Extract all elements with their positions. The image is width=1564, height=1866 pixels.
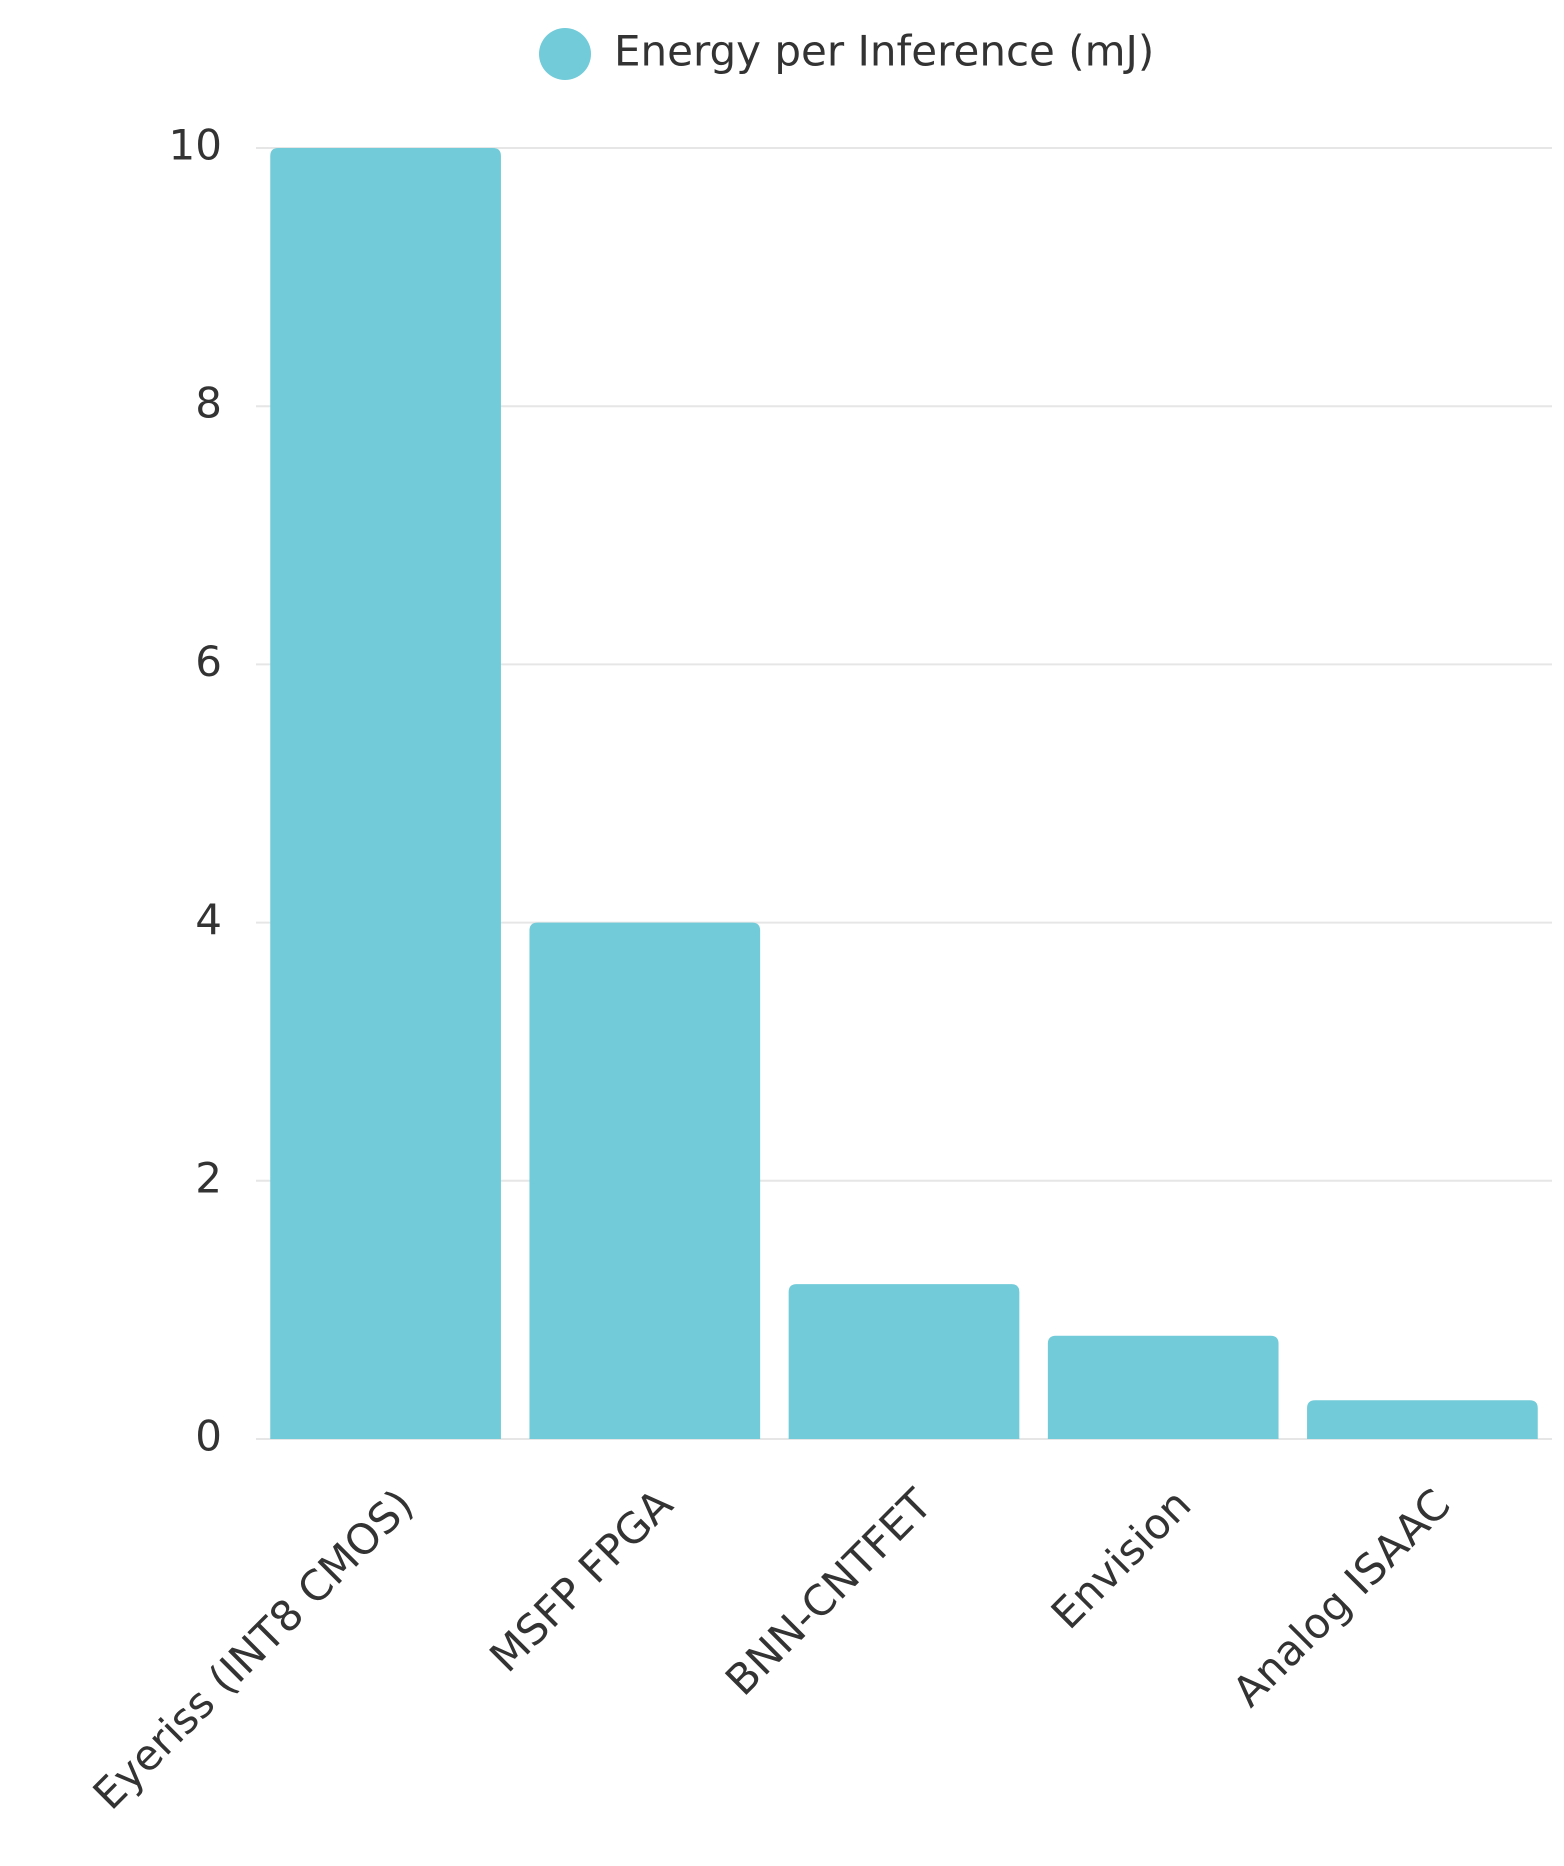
bar bbox=[788, 1284, 1020, 1439]
y-tick-label: 6 bbox=[195, 637, 222, 686]
x-tick-label: BNN-CNTFET bbox=[716, 1479, 941, 1704]
bar bbox=[270, 148, 501, 1439]
y-tick-label: 0 bbox=[195, 1412, 222, 1461]
x-tick-label: Eyeriss (INT8 CMOS) bbox=[83, 1480, 422, 1819]
y-tick-label: 8 bbox=[195, 379, 222, 428]
x-tick-label: MSFP FPGA bbox=[480, 1479, 682, 1681]
y-tick-label: 4 bbox=[195, 895, 222, 944]
legend-marker bbox=[539, 28, 591, 80]
y-tick-label: 2 bbox=[195, 1153, 222, 1202]
legend-label: Energy per Inference (mJ) bbox=[614, 27, 1154, 76]
bar bbox=[1307, 1400, 1538, 1439]
x-tick-label: Analog ISAAC bbox=[1223, 1480, 1460, 1717]
y-tick-label: 10 bbox=[169, 121, 222, 170]
x-tick-label: Envision bbox=[1042, 1480, 1201, 1639]
bar bbox=[529, 922, 761, 1439]
bar bbox=[1047, 1335, 1279, 1439]
